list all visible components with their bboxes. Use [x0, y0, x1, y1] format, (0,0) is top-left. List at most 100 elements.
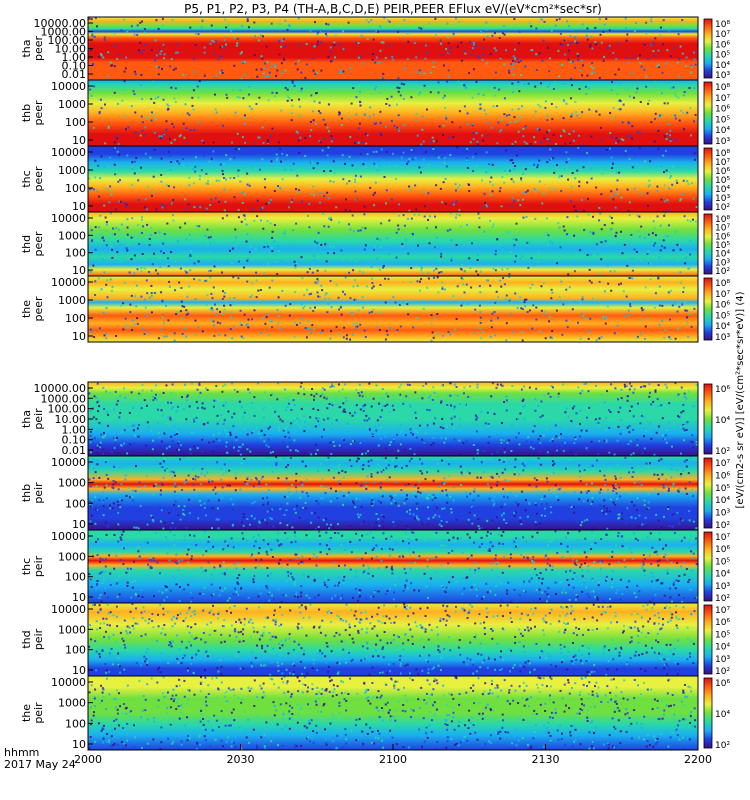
spectrogram-pixel — [578, 464, 581, 467]
spectrogram-pixel — [136, 24, 139, 27]
spectrogram-pixel — [479, 291, 482, 294]
spectrogram-pixel — [324, 293, 327, 296]
spectrogram-pixel — [521, 400, 524, 402]
spectrogram-pixel — [366, 427, 369, 430]
spectrogram-pixel — [201, 450, 204, 453]
spectrogram-pixel — [545, 568, 548, 571]
spectrogram-pixel — [293, 260, 296, 263]
spectrogram-pixel — [229, 433, 232, 436]
spectrogram-pixel — [667, 209, 670, 212]
spectrogram-pixel — [525, 142, 528, 145]
spectrogram-pixel — [133, 33, 136, 36]
spectrogram-pixel — [417, 490, 420, 493]
spectrogram-pixel — [120, 483, 123, 486]
spectrogram-pixel — [438, 271, 441, 274]
spectrogram-pixel — [133, 579, 136, 582]
spectrogram-pixel — [406, 58, 409, 61]
spectrogram-pixel — [616, 188, 619, 191]
spectrogram-pixel — [417, 213, 420, 216]
spectrogram-pixel — [453, 461, 456, 464]
spectrogram-pixel — [173, 138, 176, 141]
spectrogram-pixel — [237, 216, 240, 219]
spectrogram-pixel — [552, 133, 555, 136]
spectrogram-pixel — [689, 456, 692, 459]
spectrogram-pixel — [585, 483, 588, 486]
spectrogram-pixel — [682, 291, 685, 293]
y-tick-label: 1.00 — [62, 51, 87, 64]
spectrogram-pixel — [554, 188, 557, 191]
spectrogram-pixel — [298, 167, 301, 170]
spectrogram-pixel — [359, 513, 362, 516]
spectrogram-pixel — [591, 496, 594, 499]
spectrogram-pixel — [576, 52, 579, 55]
spectrogram-pixel — [464, 52, 467, 55]
spectrogram-pixel — [586, 197, 589, 200]
spectrogram-pixel — [476, 259, 479, 261]
spectrogram-pixel — [599, 126, 602, 129]
spectrogram-pixel — [633, 504, 636, 507]
spectrogram-pixel — [496, 142, 499, 145]
spectrogram-pixel — [611, 81, 613, 84]
spectrogram-pixel — [468, 257, 471, 260]
spectrogram-pixel — [206, 182, 209, 185]
spectrogram-pixel — [682, 111, 685, 114]
spectrogram-pixel — [342, 494, 345, 497]
spectrogram-pixel — [118, 87, 121, 90]
spectrogram-pixel — [629, 440, 632, 443]
spectrogram-pixel — [440, 271, 443, 273]
spectrogram-pixel — [495, 585, 498, 588]
spectrogram-pixel — [119, 179, 121, 182]
spectrogram-pixel — [589, 43, 592, 46]
spectrogram-pixel — [294, 266, 297, 269]
spectrogram-pixel — [428, 22, 431, 25]
spectrogram-pixel — [495, 290, 498, 293]
spectrogram-pixel — [543, 393, 545, 396]
spectrogram-pixel — [310, 161, 313, 164]
spectrogram-pixel — [438, 523, 441, 526]
spectrogram-pixel — [392, 58, 395, 61]
spectrogram-pixel — [377, 30, 379, 33]
spectrogram-pixel — [595, 459, 598, 462]
spectrogram-pixel — [666, 569, 669, 572]
spectrogram-pixel — [248, 523, 251, 526]
spectrogram-pixel — [222, 385, 225, 387]
spectrogram-pixel — [89, 410, 92, 413]
spectrogram-pixel — [611, 222, 614, 225]
spectrogram-pixel — [533, 146, 536, 149]
colorbar-tick-label: 10⁶ — [715, 385, 730, 395]
spectrogram-pixel — [394, 178, 397, 180]
spectrogram-pixel — [243, 427, 246, 430]
spectrogram-pixel — [623, 558, 626, 561]
spectrogram-pixel — [531, 283, 534, 286]
spectrogram-pixel — [152, 493, 155, 496]
spectrogram-pixel — [645, 462, 648, 465]
spectrogram-pixel — [475, 164, 478, 167]
spectrogram-pixel — [176, 51, 179, 54]
spectrogram-pixel — [414, 449, 417, 451]
spectrogram-pixel — [435, 154, 438, 157]
spectrogram-pixel — [224, 291, 226, 294]
spectrogram-pixel — [324, 32, 327, 35]
spectrogram-pixel — [185, 527, 188, 529]
spectrogram-pixel — [194, 478, 197, 481]
spectrogram-pixel — [114, 439, 117, 441]
spectrogram-pixel — [213, 52, 216, 55]
spectrogram-pixel — [512, 162, 515, 164]
spectrogram-pixel — [312, 553, 315, 556]
spectrogram-pixel — [628, 388, 631, 391]
spectrogram-pixel — [521, 339, 524, 342]
spectrogram-pixel — [582, 500, 585, 503]
spectrogram-pixel — [502, 277, 505, 280]
spectrogram-pixel — [297, 139, 300, 142]
spectrogram-pixel — [458, 184, 461, 187]
spectrogram-pixel — [519, 412, 522, 415]
spectrogram-pixel — [548, 129, 551, 132]
spectrogram-pixel — [363, 419, 366, 422]
spectrogram-pixel — [192, 168, 195, 170]
spectrogram-pixel — [269, 425, 272, 428]
spectrogram-pixel — [390, 499, 393, 502]
spectrogram-pixel — [274, 63, 277, 66]
spectrogram-pixel — [98, 405, 101, 408]
spectrogram-pixel — [416, 280, 419, 283]
spectrogram-pixel — [567, 178, 570, 181]
